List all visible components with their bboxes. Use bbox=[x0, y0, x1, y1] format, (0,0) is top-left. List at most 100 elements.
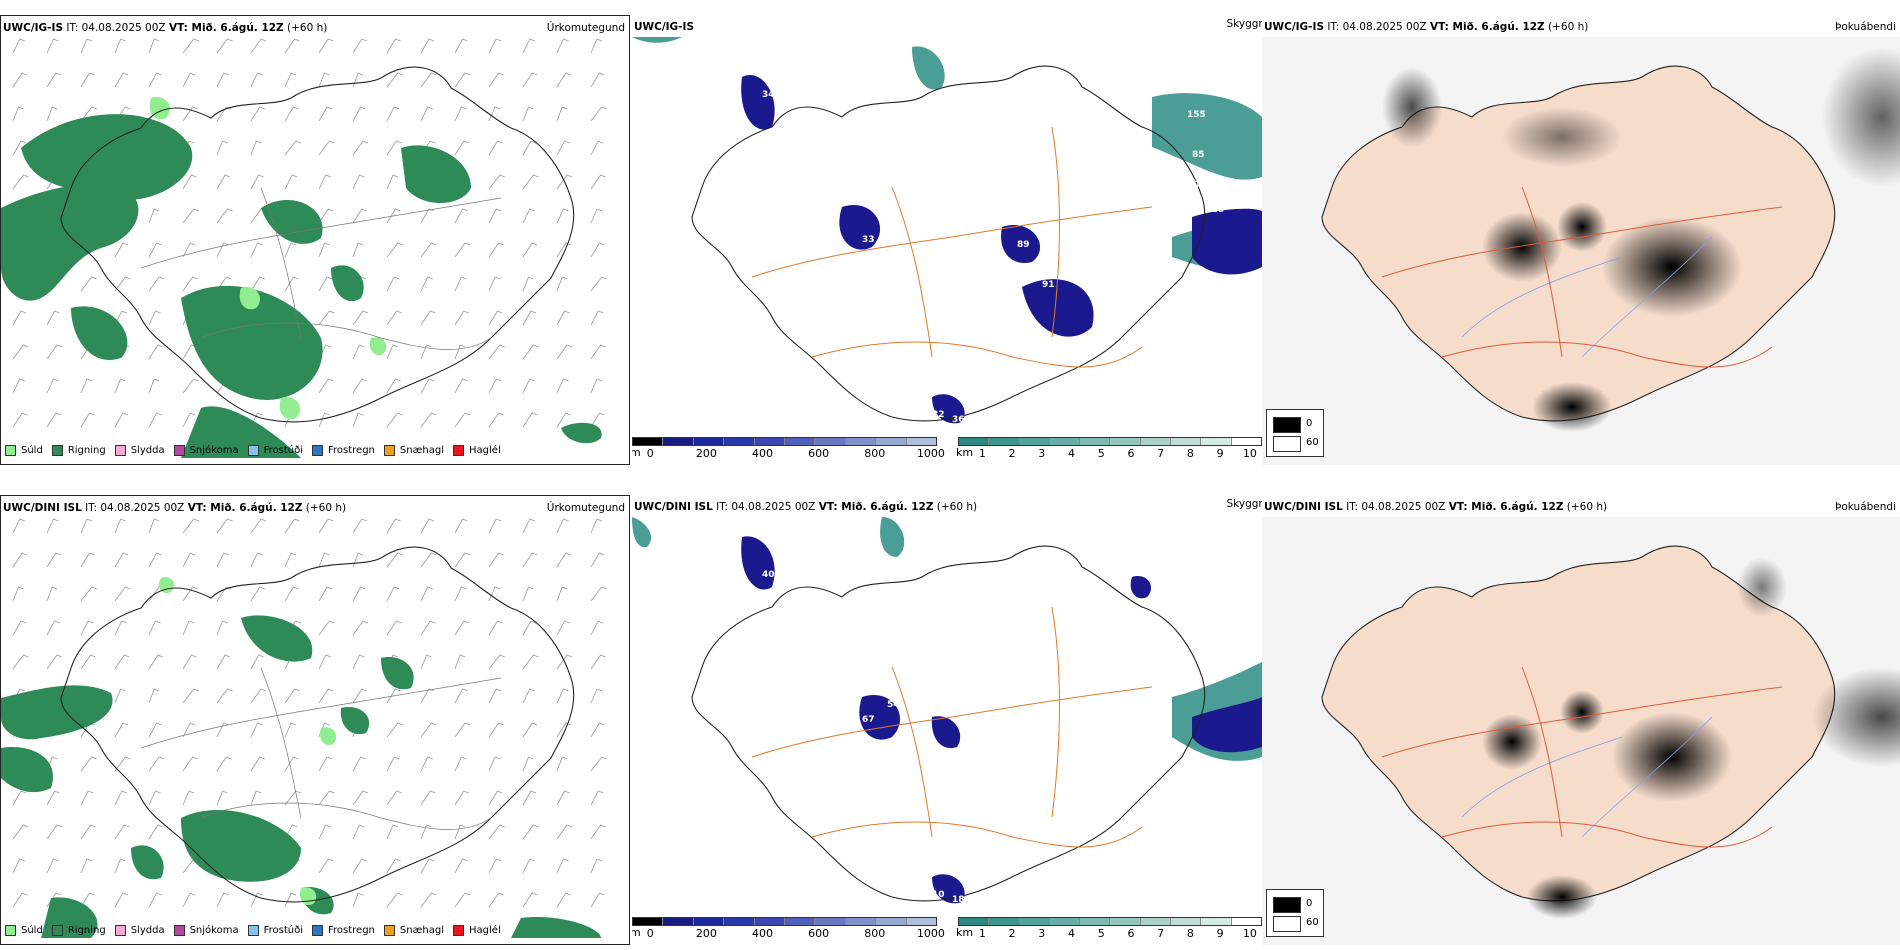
wind-barb bbox=[454, 722, 471, 738]
wind-barb bbox=[488, 552, 504, 568]
visibility-value-label: 34 bbox=[762, 90, 775, 100]
wind-barb bbox=[284, 518, 300, 534]
forecast-offset: (+60 h) bbox=[1548, 21, 1589, 33]
fog-legend-light-label: 60 bbox=[1306, 437, 1319, 448]
colorbar-cell bbox=[1080, 438, 1111, 445]
wind-barb bbox=[488, 790, 503, 806]
visibility-value-label: 86 bbox=[1042, 250, 1055, 260]
visibility-m-colorbar: 0 200 400 600 800 1000 m bbox=[632, 437, 945, 460]
wind-barb bbox=[114, 276, 131, 292]
wind-barb bbox=[386, 722, 403, 738]
roads bbox=[140, 187, 502, 350]
wind-barb bbox=[352, 824, 365, 840]
legend-swatch bbox=[51, 444, 63, 456]
colorbar-tick: 400 bbox=[752, 927, 774, 940]
wind-barb bbox=[80, 378, 93, 394]
wind-barb bbox=[556, 378, 569, 394]
visibility-value-label: 52 bbox=[977, 90, 990, 100]
wind-barb bbox=[318, 858, 334, 874]
colorbar-cell bbox=[633, 438, 664, 445]
wind-barb bbox=[420, 242, 437, 258]
wind-barb bbox=[216, 38, 233, 54]
wind-barb bbox=[522, 174, 539, 190]
wind-barb bbox=[556, 242, 571, 258]
visibility-value-label: 67 bbox=[862, 715, 875, 725]
wind-barb bbox=[522, 208, 535, 224]
visibility-value-label: 39 bbox=[682, 200, 695, 210]
wind-barb bbox=[216, 790, 228, 806]
visibility-value-label: 27 bbox=[1042, 730, 1055, 740]
wind-barb bbox=[556, 412, 571, 428]
wind-barb bbox=[454, 344, 466, 360]
wind-barb bbox=[46, 106, 58, 122]
colorbar-cell bbox=[876, 438, 907, 445]
legend-item: Haglél bbox=[453, 924, 501, 936]
fog-legend-light-swatch bbox=[1273, 436, 1301, 452]
wind-barb bbox=[522, 824, 539, 840]
legend-swatch bbox=[247, 924, 259, 936]
colorbar-cell bbox=[693, 918, 725, 925]
wind-barb bbox=[216, 106, 232, 122]
visibility-panel-bottom: UWC/DINI ISL IT: 04.08.2025 00Z VT: Mið.… bbox=[632, 495, 1262, 945]
precip-map bbox=[1, 518, 607, 938]
visibility-m-colorbar: 0 200 400 600 800 1000 m bbox=[632, 917, 945, 940]
wind-barb bbox=[386, 620, 402, 636]
wind-barb bbox=[488, 106, 501, 122]
fog-legend-light-label: 60 bbox=[1306, 917, 1319, 928]
wind-barb bbox=[12, 38, 25, 54]
wind-barb bbox=[80, 892, 95, 908]
wind-barb bbox=[556, 892, 571, 908]
wind-barb bbox=[12, 378, 25, 394]
fog-legend: 0 60 bbox=[1266, 889, 1324, 937]
visibility-value-label: 213 bbox=[1002, 690, 1021, 700]
wind-barb bbox=[352, 790, 369, 806]
legend-item: Frostregn bbox=[312, 444, 375, 456]
visibility-title-bottom: Skyggni bbox=[1226, 498, 1269, 510]
legend-swatch bbox=[114, 924, 126, 936]
visibility-value-label: 56 bbox=[942, 680, 955, 690]
model-name: UWC/IG-IS bbox=[634, 21, 695, 33]
wind-barb bbox=[454, 140, 469, 156]
wind-barb bbox=[522, 586, 534, 602]
legend-item: Slydda bbox=[114, 924, 165, 936]
wind-barb bbox=[454, 790, 469, 806]
visibility-value-label: 42 bbox=[822, 775, 835, 785]
wind-barb bbox=[556, 276, 568, 292]
wind-barb bbox=[522, 790, 537, 806]
legend-swatch bbox=[173, 924, 185, 936]
visibility-value-label: 84 bbox=[1222, 180, 1235, 190]
colorbar-tick: 1000 bbox=[916, 447, 945, 460]
fog-legend-dark-label: 0 bbox=[1306, 898, 1313, 909]
wind-barb bbox=[46, 654, 63, 670]
wind-barb bbox=[420, 310, 436, 326]
legend-label: Rigning bbox=[67, 924, 106, 936]
forecast-offset: (+60 h) bbox=[936, 501, 978, 513]
wind-barb bbox=[488, 722, 504, 738]
fog-panel-top: UWC/IG-IS IT: 04.08.2025 00Z VT: Mið. 6.… bbox=[1262, 15, 1900, 465]
wind-barb bbox=[488, 242, 504, 258]
visibility-low bbox=[741, 536, 1262, 904]
wind-barb bbox=[590, 276, 607, 292]
visibility-value-label: 40 bbox=[762, 570, 775, 580]
visibility-km-colorbar: 1 2 3 4 5 6 7 8 9 10 km bbox=[956, 917, 1262, 940]
fog-legend: 0 60 bbox=[1266, 409, 1324, 457]
wind-barb bbox=[284, 106, 299, 122]
wind-barb bbox=[352, 174, 365, 190]
wind-barb bbox=[556, 38, 569, 54]
visibility-panel-top: UWC/IG-IS 34 32 73 60 43 33 54 10 89 86 84 91 63 75 77… bbox=[632, 15, 1262, 465]
wind-barb bbox=[590, 72, 605, 88]
wind-barb bbox=[522, 620, 537, 636]
wind-barb bbox=[250, 276, 265, 292]
wind-barb bbox=[148, 688, 160, 704]
roads bbox=[751, 126, 1153, 368]
wind-barb bbox=[454, 688, 468, 704]
legend-item: Súld bbox=[5, 444, 43, 456]
colorbar-cell bbox=[1171, 438, 1202, 445]
wind-barb bbox=[590, 140, 604, 156]
wind-barb bbox=[216, 72, 229, 88]
wind-barb bbox=[114, 688, 126, 704]
fog-patches bbox=[1482, 557, 1900, 919]
colorbar-cell bbox=[959, 438, 990, 445]
wind-barb bbox=[318, 208, 334, 224]
wind-barb bbox=[522, 242, 538, 258]
